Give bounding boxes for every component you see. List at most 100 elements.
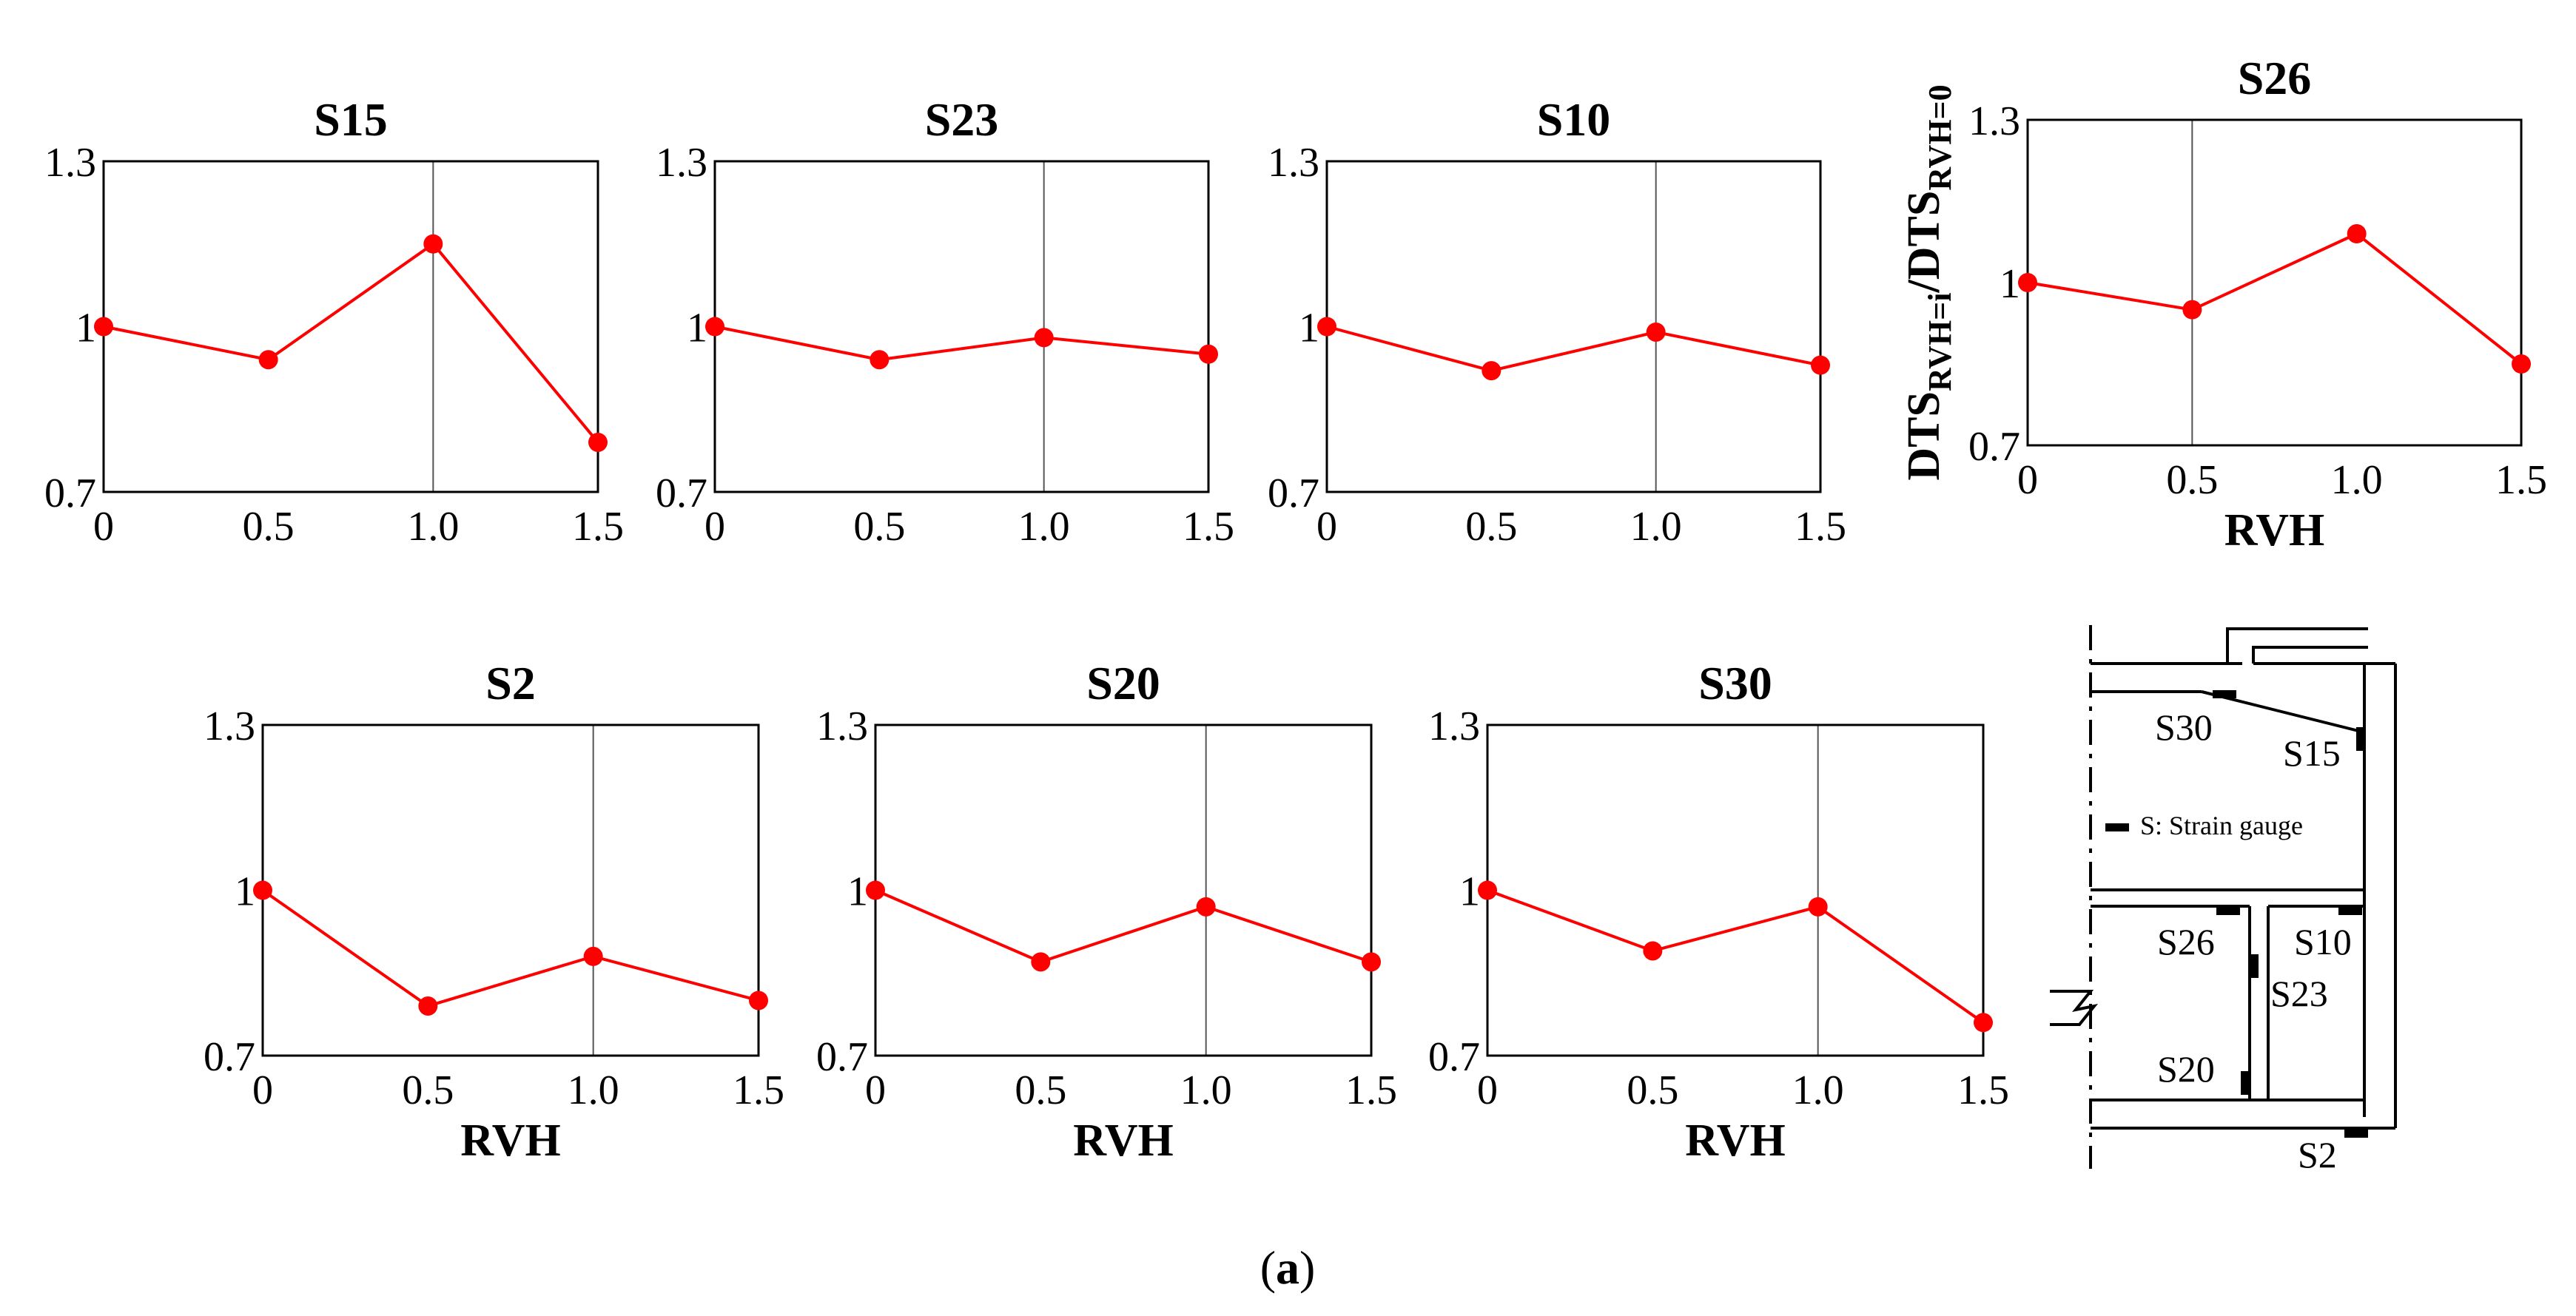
data-point xyxy=(705,317,724,337)
x-tick-label: 0 xyxy=(252,1067,273,1113)
diagram-chimney-inner xyxy=(2252,646,2368,664)
x-tick-label: 1.5 xyxy=(1957,1067,2009,1113)
diagram-label-s30: S30 xyxy=(2155,706,2213,748)
diagram-chimney xyxy=(2226,627,2368,664)
series-line xyxy=(1487,888,1985,1024)
data-point xyxy=(258,350,278,370)
y-tick-label: 1.3 xyxy=(44,140,96,186)
data-point xyxy=(1808,897,1828,917)
x-axis-label: RVH xyxy=(1073,1116,1174,1166)
data-point xyxy=(1031,952,1051,972)
chart-s20: S20 0.7 1 1.3 0 0.5 1.0 1.5 RVH xyxy=(816,657,1397,1166)
diagram-label-s15: S15 xyxy=(2283,732,2341,774)
series-line xyxy=(1326,325,1821,373)
x-tick-label: 1.5 xyxy=(1345,1067,1397,1113)
data-point xyxy=(2512,354,2531,374)
data-point xyxy=(94,317,113,337)
series-line xyxy=(2027,232,2523,365)
plot-frame xyxy=(261,723,760,1057)
x-tick-label: 0 xyxy=(1316,504,1337,550)
y-axis-label-part: DTS xyxy=(1899,391,1949,481)
plot-frame xyxy=(2026,118,2523,447)
y-tick-label: 1 xyxy=(1299,306,1319,351)
series-line xyxy=(875,888,1372,964)
gauge-mark-s26 xyxy=(2216,907,2240,915)
x-tick-label: 0 xyxy=(93,504,114,550)
data-point xyxy=(1196,897,1216,917)
data-point xyxy=(1034,328,1054,348)
y-tick-label: 0.7 xyxy=(816,1034,868,1080)
x-tick-label: 0.5 xyxy=(853,504,905,550)
structure-diagram: S30 S15 S: Strain gauge S26 S10 S23 S20 … xyxy=(2050,625,2397,1175)
y-tick-label: 0.7 xyxy=(1428,1034,1480,1080)
x-tick-label: 1.0 xyxy=(1630,504,1682,550)
chart-s2: S2 0.7 1 1.3 0 0.5 1.0 1.5 RVH xyxy=(204,657,784,1166)
gauge-mark-s30 xyxy=(2213,690,2236,698)
plot-frame xyxy=(713,160,1210,493)
x-axis-label: RVH xyxy=(1685,1116,1786,1166)
chart-title: S10 xyxy=(1537,93,1611,146)
data-point xyxy=(870,350,890,370)
x-tick-label: 1.5 xyxy=(733,1067,784,1113)
y-tick-label: 0.7 xyxy=(44,470,96,516)
chart-title: S15 xyxy=(314,93,388,146)
diagram-label-s2: S2 xyxy=(2298,1134,2337,1175)
data-point xyxy=(418,996,438,1016)
x-tick-label: 0.5 xyxy=(2166,457,2218,503)
y-tick-label: 0.7 xyxy=(656,470,707,516)
data-point xyxy=(1643,941,1663,961)
y-tick-label: 1 xyxy=(2000,261,2020,307)
series-line xyxy=(261,888,759,1008)
gauge-mark-s10 xyxy=(2338,907,2362,915)
y-tick-label: 1.3 xyxy=(816,703,868,749)
data-point xyxy=(1811,355,1830,375)
y-tick-label: 0.7 xyxy=(1268,470,1319,516)
chart-s26: S26 0.7 1 1.3 0 0.5 1.0 1.5 RVH DTSRVH=i/DTSRVH=0 xyxy=(1899,52,2547,556)
series-line xyxy=(714,325,1209,362)
x-tick-label: 1.5 xyxy=(1183,504,1234,550)
x-tick-label: 1.0 xyxy=(2331,457,2383,503)
x-tick-label: 1.0 xyxy=(1018,504,1070,550)
series-line xyxy=(103,242,599,444)
gauge-mark-s23 xyxy=(2250,954,2259,978)
y-axis-label-part: /DTS xyxy=(1899,191,1949,294)
chart-s10: S10 0.7 1 1.3 0 0.5 1.0 1.5 xyxy=(1268,93,1846,550)
chart-title: S23 xyxy=(925,93,999,146)
plot-frame xyxy=(874,723,1373,1057)
y-tick-label: 1.3 xyxy=(1428,703,1480,749)
diagram-label-s20: S20 xyxy=(2157,1048,2215,1090)
y-tick-label: 1 xyxy=(75,306,96,351)
x-tick-label: 0 xyxy=(865,1067,886,1113)
chart-s30: S30 0.7 1 1.3 0 0.5 1.0 1.5 RVH xyxy=(1428,657,2009,1166)
y-tick-label: 1.3 xyxy=(204,703,255,749)
data-point xyxy=(588,432,608,452)
y-tick-label: 1 xyxy=(1459,869,1480,915)
x-tick-label: 0.5 xyxy=(1465,504,1517,550)
x-tick-label: 0.5 xyxy=(402,1067,454,1113)
x-tick-label: 1.5 xyxy=(2495,457,2547,503)
chart-title: S20 xyxy=(1086,657,1160,709)
y-axis-label-subscript: RVH=0 xyxy=(1922,84,1958,190)
data-point xyxy=(423,234,443,254)
y-axis-label-subscript: RVH=i xyxy=(1922,293,1958,392)
chart-s23: S23 0.7 1 1.3 0 0.5 1.0 1.5 xyxy=(656,93,1234,550)
x-axis-label: RVH xyxy=(2224,505,2325,556)
diagram-legend: S: Strain gauge xyxy=(2140,811,2303,840)
x-tick-label: 1.0 xyxy=(1180,1067,1232,1113)
data-point xyxy=(1482,361,1501,381)
y-tick-label: 0.7 xyxy=(204,1034,255,1080)
plot-frame xyxy=(102,160,599,493)
diagram-label-s10: S10 xyxy=(2294,921,2352,962)
x-axis-label: RVH xyxy=(460,1116,561,1166)
gauge-mark-s15 xyxy=(2356,727,2364,751)
data-point xyxy=(1646,322,1666,342)
y-tick-label: 1 xyxy=(687,306,707,351)
caption-letter: a xyxy=(1276,1241,1299,1294)
data-point xyxy=(1317,317,1336,337)
y-tick-label: 1 xyxy=(847,869,868,915)
chart-title: S26 xyxy=(2238,52,2312,104)
diagram-label-s23: S23 xyxy=(2270,973,2328,1014)
y-tick-label: 1.3 xyxy=(1268,140,1319,186)
data-point xyxy=(1199,344,1218,364)
